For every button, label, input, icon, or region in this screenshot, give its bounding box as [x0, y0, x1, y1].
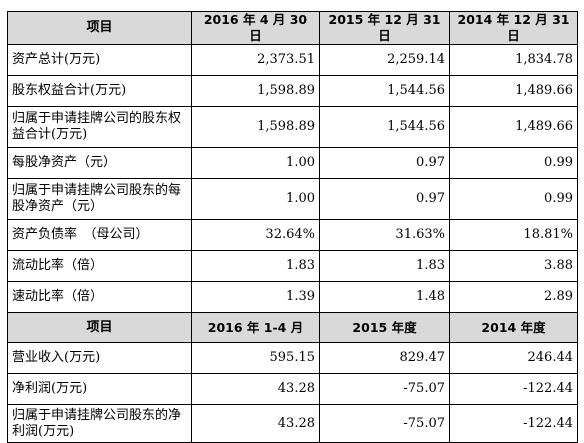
row-value: 0.99 [449, 147, 578, 179]
row-value: 1,489.66 [449, 75, 578, 107]
row-label: 每股净资产（元） [7, 147, 192, 179]
balance-header-row: 项目 2016 年 4 月 30 日 2015 年 12 月 31 日 2014… [7, 11, 578, 45]
row-value: 1,598.89 [191, 75, 320, 107]
table-row: 每股净资产（元） 1.00 0.97 0.99 [7, 147, 578, 179]
table-row: 营业收入(万元) 595.15 829.47 246.44 [7, 342, 578, 374]
row-value: 1,544.56 [319, 106, 450, 148]
row-value: 1.00 [191, 178, 320, 220]
header-period-2: 2015 年 12 月 31 日 [319, 11, 450, 45]
row-label: 净利润(万元) [7, 373, 192, 405]
row-label: 营业收入(万元) [7, 342, 192, 374]
row-value: 1.48 [319, 281, 450, 313]
row-value: 1.00 [191, 147, 320, 179]
row-value: 1.83 [319, 250, 450, 282]
row-value: -75.07 [319, 404, 450, 443]
header-period-1: 2016 年 4 月 30 日 [191, 11, 320, 45]
table-row: 资产总计(万元) 2,373.51 2,259.14 1,834.78 [7, 44, 578, 76]
header-item: 项目 [7, 312, 192, 343]
table-row: 股东权益合计(万元) 1,598.89 1,544.56 1,489.66 [7, 75, 578, 107]
row-label: 速动比率（倍） [7, 281, 192, 313]
row-label: 资产总计(万元) [7, 44, 192, 76]
row-label: 归属于申请挂牌公司的股东权益合计(万元) [7, 106, 192, 148]
row-value: 0.97 [319, 147, 450, 179]
row-value: 18.81% [449, 219, 578, 251]
row-label: 股东权益合计(万元) [7, 75, 192, 107]
row-value: 246.44 [449, 342, 578, 374]
header-period-3: 2014 年 12 月 31 日 [449, 11, 578, 45]
row-value: 31.63% [319, 219, 450, 251]
row-label: 归属于申请挂牌公司股东的净利润(万元) [7, 404, 192, 443]
header-period-2: 2015 年度 [319, 312, 450, 343]
header-period-3: 2014 年度 [449, 312, 578, 343]
row-value: 3.88 [449, 250, 578, 282]
financial-summary-table: 项目 2016 年 4 月 30 日 2015 年 12 月 31 日 2014… [7, 11, 578, 443]
row-value: 2,373.51 [191, 44, 320, 76]
table-row: 归属于申请挂牌公司的股东权益合计(万元) 1,598.89 1,544.56 1… [7, 106, 578, 148]
row-value: 2.89 [449, 281, 578, 313]
row-value: 829.47 [319, 342, 450, 374]
row-label: 归属于申请挂牌公司股东的每股净资产（元） [7, 178, 192, 220]
income-header-row: 项目 2016 年 1-4 月 2015 年度 2014 年度 [7, 312, 578, 343]
table-row: 流动比率（倍） 1.83 1.83 3.88 [7, 250, 578, 282]
row-value: 1,834.78 [449, 44, 578, 76]
row-value: 1,598.89 [191, 106, 320, 148]
row-value: 0.97 [319, 178, 450, 220]
row-value: -75.07 [319, 373, 450, 405]
row-value: -122.44 [449, 404, 578, 443]
row-value: 595.15 [191, 342, 320, 374]
row-value: 43.28 [191, 404, 320, 443]
row-label: 资产负债率 （母公司） [7, 219, 192, 251]
row-value: 1.39 [191, 281, 320, 313]
table-row: 净利润(万元) 43.28 -75.07 -122.44 [7, 373, 578, 405]
row-value: 0.99 [449, 178, 578, 220]
row-label: 流动比率（倍） [7, 250, 192, 282]
table-row: 资产负债率 （母公司） 32.64% 31.63% 18.81% [7, 219, 578, 251]
row-value: 2,259.14 [319, 44, 450, 76]
table-row: 速动比率（倍） 1.39 1.48 2.89 [7, 281, 578, 313]
header-item: 项目 [7, 11, 192, 45]
row-value: -122.44 [449, 373, 578, 405]
row-value: 1,544.56 [319, 75, 450, 107]
table-row: 归属于申请挂牌公司股东的净利润(万元) 43.28 -75.07 -122.44 [7, 404, 578, 443]
row-value: 1.83 [191, 250, 320, 282]
row-value: 43.28 [191, 373, 320, 405]
header-period-1: 2016 年 1-4 月 [191, 312, 320, 343]
table-row: 归属于申请挂牌公司股东的每股净资产（元） 1.00 0.97 0.99 [7, 178, 578, 220]
row-value: 32.64% [191, 219, 320, 251]
row-value: 1,489.66 [449, 106, 578, 148]
